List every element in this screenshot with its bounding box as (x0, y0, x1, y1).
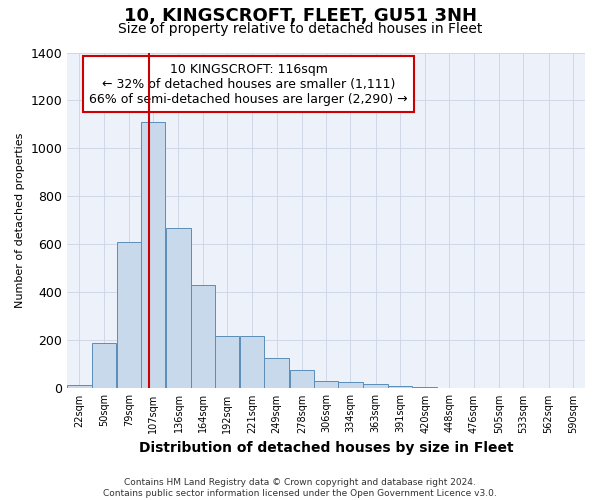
Text: Size of property relative to detached houses in Fleet: Size of property relative to detached ho… (118, 22, 482, 36)
Text: Contains HM Land Registry data © Crown copyright and database right 2024.
Contai: Contains HM Land Registry data © Crown c… (103, 478, 497, 498)
Bar (166, 228, 191, 388)
Bar (388, 386, 412, 388)
Text: 10 KINGSCROFT: 116sqm
← 32% of detached houses are smaller (1,111)
66% of semi-d: 10 KINGSCROFT: 116sqm ← 32% of detached … (89, 62, 408, 106)
X-axis label: Distribution of detached houses by size in Fleet: Distribution of detached houses by size … (139, 441, 514, 455)
Bar (92, 343, 116, 388)
Bar (364, 384, 388, 388)
Bar (240, 336, 265, 388)
Bar (265, 358, 289, 388)
Text: 10, KINGSCROFT, FLEET, GU51 3NH: 10, KINGSCROFT, FLEET, GU51 3NH (124, 8, 476, 26)
Bar (191, 286, 215, 389)
Bar (215, 336, 239, 388)
Bar (338, 382, 362, 388)
Bar (141, 122, 166, 388)
Y-axis label: Number of detached properties: Number of detached properties (15, 133, 25, 308)
Bar (67, 386, 92, 388)
Bar (290, 370, 314, 388)
Bar (314, 381, 338, 388)
Bar (117, 242, 141, 388)
